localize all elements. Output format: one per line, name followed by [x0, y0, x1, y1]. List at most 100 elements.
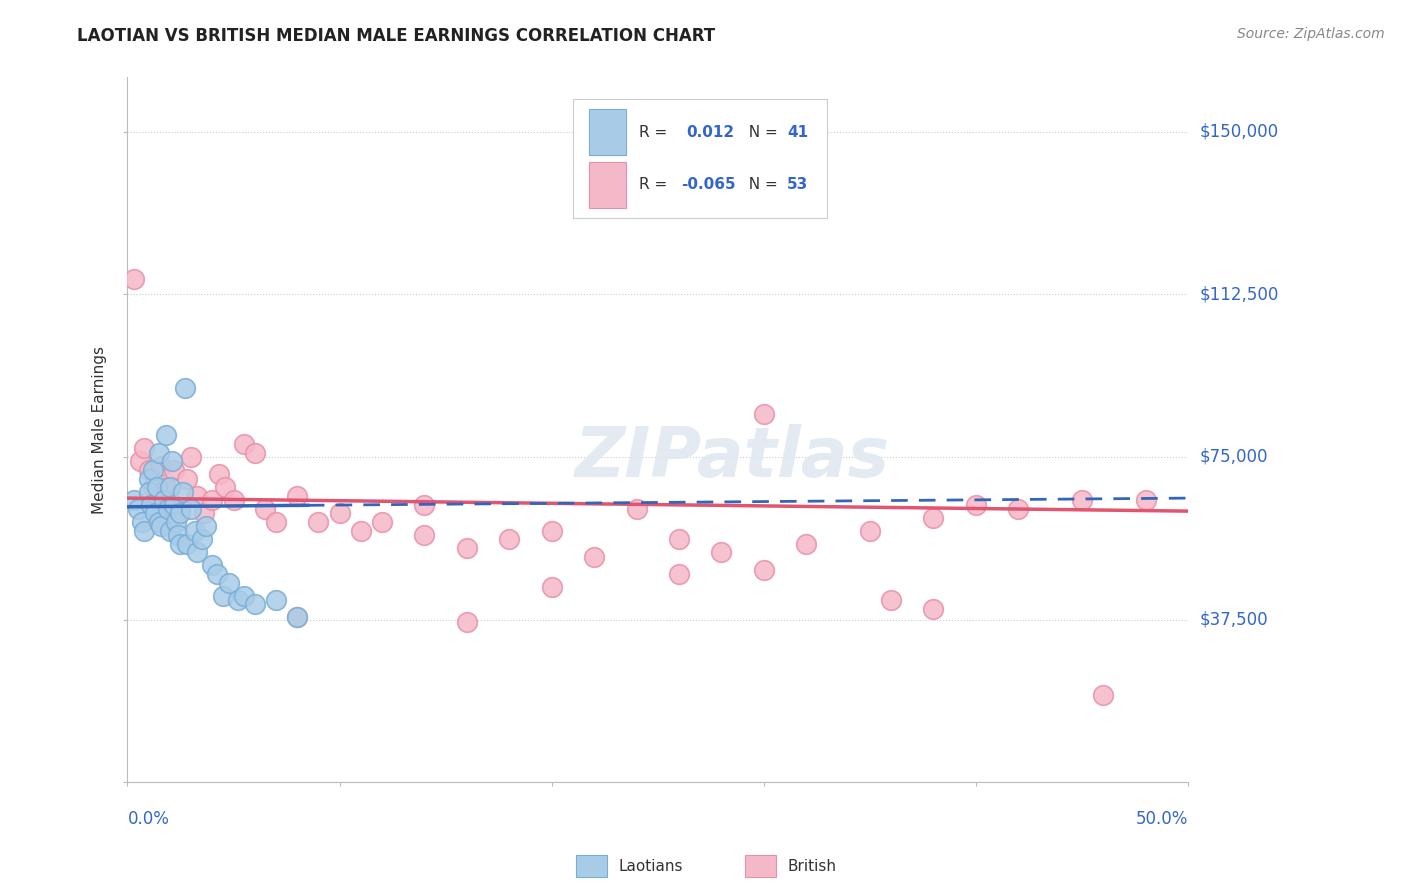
Point: [233, 437, 256, 451]
Point: [172, 484, 194, 499]
Point: [139, 498, 162, 512]
Point: [752, 407, 775, 421]
Text: $112,500: $112,500: [1199, 285, 1278, 303]
Text: R =: R =: [638, 178, 672, 193]
Text: Source: ZipAtlas.com: Source: ZipAtlas.com: [1237, 27, 1385, 41]
Point: [156, 502, 179, 516]
Point: [329, 506, 352, 520]
Text: Laotians: Laotians: [619, 859, 683, 873]
Bar: [572, 99, 828, 219]
Point: [122, 493, 145, 508]
Text: $37,500: $37,500: [1199, 610, 1268, 629]
Point: [134, 442, 156, 456]
Point: [710, 545, 733, 559]
Point: [752, 563, 775, 577]
Point: [1071, 493, 1094, 508]
Point: [155, 480, 177, 494]
Point: [169, 536, 191, 550]
Point: [169, 506, 191, 520]
Bar: [589, 162, 626, 208]
Point: [201, 493, 224, 508]
Point: [205, 566, 228, 581]
Point: [148, 515, 170, 529]
Point: [285, 610, 308, 624]
Bar: [589, 109, 626, 155]
Point: [165, 515, 187, 529]
Text: 0.0%: 0.0%: [128, 810, 169, 828]
Point: [159, 498, 181, 512]
Point: [184, 524, 207, 538]
Point: [965, 498, 987, 512]
Point: [167, 528, 190, 542]
Point: [859, 524, 882, 538]
Point: [208, 467, 231, 482]
Point: [180, 502, 202, 516]
Text: 0.012: 0.012: [686, 125, 734, 139]
Point: [218, 575, 240, 590]
Point: [148, 445, 170, 459]
Point: [176, 472, 198, 486]
Text: R =: R =: [638, 125, 676, 139]
Point: [880, 593, 903, 607]
Point: [371, 515, 394, 529]
Text: British: British: [787, 859, 837, 873]
Point: [129, 454, 152, 468]
Point: [201, 558, 224, 573]
Point: [243, 598, 266, 612]
Point: [138, 472, 160, 486]
Point: [668, 566, 690, 581]
Point: [254, 502, 277, 516]
Point: [134, 524, 156, 538]
Text: $75,000: $75,000: [1199, 448, 1268, 466]
Point: [243, 445, 266, 459]
Point: [668, 533, 690, 547]
Text: LAOTIAN VS BRITISH MEDIAN MALE EARNINGS CORRELATION CHART: LAOTIAN VS BRITISH MEDIAN MALE EARNINGS …: [77, 27, 716, 45]
Point: [307, 515, 329, 529]
Point: [163, 498, 186, 512]
Text: -0.065: -0.065: [681, 178, 735, 193]
Point: [456, 615, 478, 629]
Point: [152, 493, 174, 508]
Point: [214, 480, 236, 494]
Point: [150, 519, 173, 533]
Point: [193, 506, 215, 520]
Point: [180, 450, 202, 464]
Text: $150,000: $150,000: [1199, 122, 1278, 141]
Point: [264, 593, 287, 607]
Point: [176, 536, 198, 550]
Point: [169, 502, 191, 516]
Point: [626, 502, 648, 516]
Point: [794, 536, 817, 550]
Point: [194, 519, 217, 533]
Point: [540, 580, 562, 594]
Point: [173, 380, 195, 394]
Point: [122, 272, 145, 286]
Point: [540, 524, 562, 538]
Y-axis label: Median Male Earnings: Median Male Earnings: [93, 346, 107, 514]
Point: [498, 533, 520, 547]
Point: [222, 493, 245, 508]
Text: N =: N =: [740, 125, 783, 139]
Point: [159, 524, 181, 538]
Point: [160, 454, 183, 468]
Point: [1092, 689, 1115, 703]
Point: [922, 510, 945, 524]
Point: [413, 528, 436, 542]
Point: [413, 498, 436, 512]
Point: [186, 489, 208, 503]
Point: [146, 493, 169, 508]
Point: [150, 458, 173, 473]
Point: [583, 549, 606, 564]
Text: 53: 53: [787, 178, 808, 193]
Point: [456, 541, 478, 555]
Text: 50.0%: 50.0%: [1136, 810, 1188, 828]
Point: [1135, 493, 1157, 508]
Point: [1007, 502, 1029, 516]
Point: [142, 463, 165, 477]
Point: [138, 484, 160, 499]
Point: [212, 589, 235, 603]
Point: [186, 545, 208, 559]
Point: [264, 515, 287, 529]
Point: [285, 610, 308, 624]
Point: [127, 502, 149, 516]
